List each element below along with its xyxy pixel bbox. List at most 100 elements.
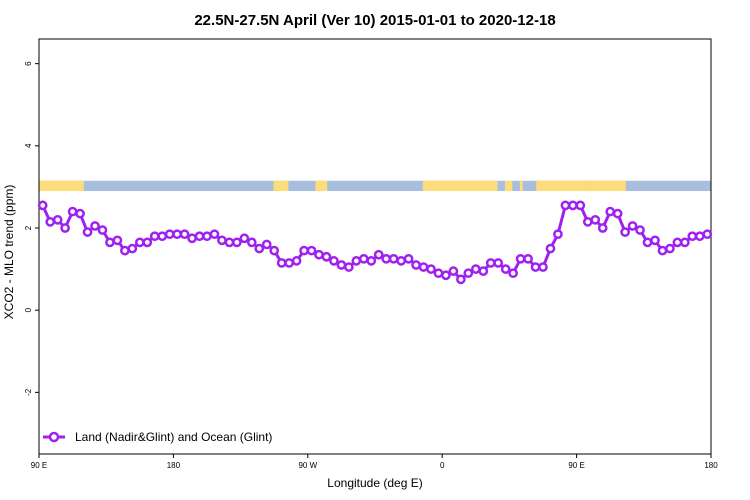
data-point — [650, 235, 660, 246]
data-point — [351, 256, 362, 266]
y-tick-label: 2 — [24, 225, 33, 230]
data-point — [612, 208, 623, 219]
y-tick-label: 6 — [24, 61, 33, 66]
data-point — [411, 260, 421, 270]
plot-area: 90 E 180 90 W 0 90 E 180 -2 0 2 4 6 — [24, 38, 718, 470]
x-tick-label: 90 W — [298, 461, 317, 470]
data-point — [269, 245, 280, 256]
x-tick-label: 90 E — [568, 461, 584, 470]
data-point — [463, 268, 474, 279]
data-point — [344, 262, 354, 272]
y-axis: -2 0 2 4 6 — [24, 61, 39, 396]
x-tick-label: 180 — [704, 461, 718, 470]
data-point — [291, 256, 302, 266]
land-segment — [519, 180, 523, 192]
data-point — [687, 231, 698, 242]
data-point — [306, 245, 317, 256]
data-point — [627, 221, 638, 231]
data-point — [523, 253, 533, 264]
data-point — [680, 237, 690, 248]
data-point — [261, 239, 272, 250]
data-point — [635, 225, 645, 235]
data-point — [568, 200, 578, 211]
data-point — [164, 229, 175, 240]
series-layer — [37, 200, 713, 285]
land-segment — [588, 180, 626, 192]
data-point — [515, 253, 526, 264]
data-point — [157, 231, 168, 242]
data-point — [329, 256, 339, 266]
data-point — [90, 221, 100, 231]
data-point — [388, 253, 399, 264]
data-point — [702, 229, 713, 240]
land-segment — [536, 180, 589, 192]
data-point — [485, 258, 496, 268]
y-tick-label: 0 — [24, 307, 33, 312]
data-point — [82, 227, 93, 237]
data-point — [120, 245, 130, 256]
data-point — [373, 249, 384, 260]
data-point — [403, 253, 414, 264]
data-point — [575, 200, 586, 211]
data-point — [52, 214, 63, 225]
data-point — [433, 268, 444, 279]
y-axis-title: XCO2 - MLO trend (ppm) — [2, 185, 16, 320]
data-point — [209, 229, 220, 240]
data-point — [194, 231, 205, 242]
data-point — [254, 243, 265, 254]
land-ocean-strip — [39, 180, 711, 192]
data-point — [620, 227, 630, 237]
data-point — [172, 229, 182, 240]
data-point — [657, 245, 668, 256]
data-point — [694, 231, 705, 242]
chart-title: 22.5N-27.5N April (Ver 10) 2015-01-01 to… — [194, 12, 555, 29]
x-axis: 90 E 180 90 W 0 90 E 180 — [31, 454, 718, 470]
x-tick-label: 90 E — [31, 461, 47, 470]
data-point — [60, 223, 70, 233]
data-point — [179, 229, 190, 240]
x-tick-label: 180 — [167, 461, 181, 470]
y-tick-label: -2 — [24, 388, 33, 396]
data-point — [358, 253, 369, 264]
data-point — [232, 237, 242, 248]
legend-label: Land (Nadir&Glint) and Ocean (Glint) — [75, 430, 272, 444]
data-point — [582, 217, 593, 227]
data-point — [441, 270, 451, 281]
land-segment — [39, 180, 84, 192]
data-point — [530, 262, 541, 272]
data-point — [553, 229, 563, 240]
data-point — [45, 217, 56, 227]
data-point — [366, 256, 377, 266]
land-segment — [422, 180, 498, 192]
data-point — [470, 264, 481, 274]
data-point — [75, 208, 85, 219]
data-point — [37, 200, 48, 211]
data-point — [426, 264, 436, 274]
data-point — [299, 245, 309, 256]
data-point — [493, 258, 504, 268]
data-point — [665, 243, 675, 254]
data-point — [500, 264, 511, 274]
legend: Land (Nadir&Glint) and Ocean (Glint) — [43, 430, 272, 444]
data-point — [642, 237, 653, 248]
data-point — [246, 237, 257, 248]
data-point — [134, 237, 145, 248]
data-point — [284, 258, 294, 268]
data-point — [127, 243, 138, 254]
data-point — [112, 235, 123, 246]
data-point — [142, 237, 153, 248]
data-point — [478, 266, 489, 276]
legend-swatch-marker — [48, 431, 60, 443]
data-point — [597, 223, 608, 233]
x-tick-label: 0 — [440, 461, 445, 470]
data-point — [224, 237, 235, 248]
x-axis-title: Longitude (deg E) — [327, 476, 422, 490]
data-point — [538, 262, 548, 272]
data-point — [276, 258, 287, 268]
plot-frame — [38, 38, 712, 455]
data-point — [202, 231, 212, 242]
data-point — [605, 206, 616, 217]
data-point — [67, 206, 78, 217]
data-point — [314, 249, 324, 260]
